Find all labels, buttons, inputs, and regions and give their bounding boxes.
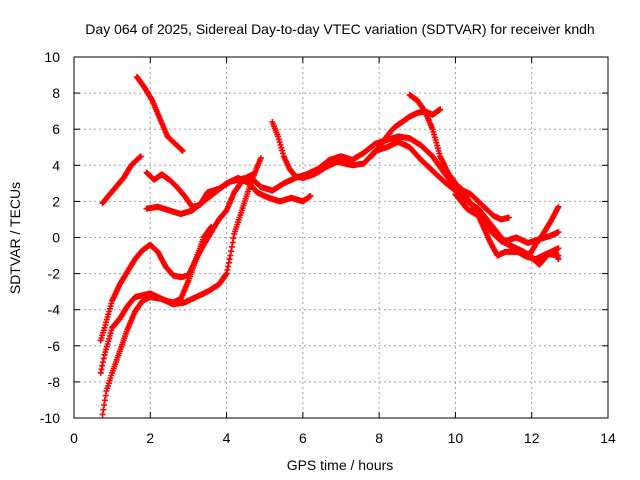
x-tick-label: 8 [375, 430, 383, 446]
axis-ticks: 0 2 4 6 8 10 12 14 -10 -8 -6 -4 -2 0 2 4 6 8 10 [40, 49, 616, 446]
y-axis-label: SDTVAR / TECUs [7, 182, 23, 294]
x-tick-label: 12 [524, 430, 540, 446]
y-tick-label: 8 [52, 85, 60, 101]
y-tick-label: -10 [40, 410, 60, 426]
x-tick-label: 4 [223, 430, 231, 446]
series-track-4 [143, 174, 314, 217]
y-tick-label: 4 [52, 157, 60, 173]
y-tick-label: -8 [48, 374, 61, 390]
marker-trace [133, 73, 186, 154]
y-tick-label: 6 [52, 121, 60, 137]
series-track-2 [133, 73, 186, 154]
marker-trace [452, 191, 562, 268]
marker-trace [524, 203, 562, 261]
x-tick-label: 14 [600, 430, 616, 446]
y-tick-label: 2 [52, 193, 60, 209]
series-track-12 [452, 191, 562, 268]
series-track-1 [99, 153, 144, 207]
series-track-11 [406, 91, 512, 223]
series-track-7 [99, 155, 264, 418]
y-tick-label: 10 [44, 49, 60, 65]
x-tick-label: 2 [146, 430, 154, 446]
marker-trace [99, 155, 264, 418]
series-track-13 [524, 203, 562, 261]
marker-trace [406, 91, 512, 223]
chart-title: Day 064 of 2025, Sidereal Day-to-day VTE… [85, 21, 594, 37]
x-tick-label: 0 [70, 430, 78, 446]
y-tick-label: -4 [48, 302, 61, 318]
y-tick-label: 0 [52, 230, 60, 246]
x-axis-label: GPS time / hours [287, 457, 394, 473]
y-tick-label: -6 [48, 338, 61, 354]
y-tick-label: -2 [48, 266, 61, 282]
data-points [97, 73, 562, 418]
x-tick-label: 6 [299, 430, 307, 446]
marker-trace [143, 174, 314, 217]
marker-trace [99, 153, 144, 207]
x-tick-label: 10 [448, 430, 464, 446]
